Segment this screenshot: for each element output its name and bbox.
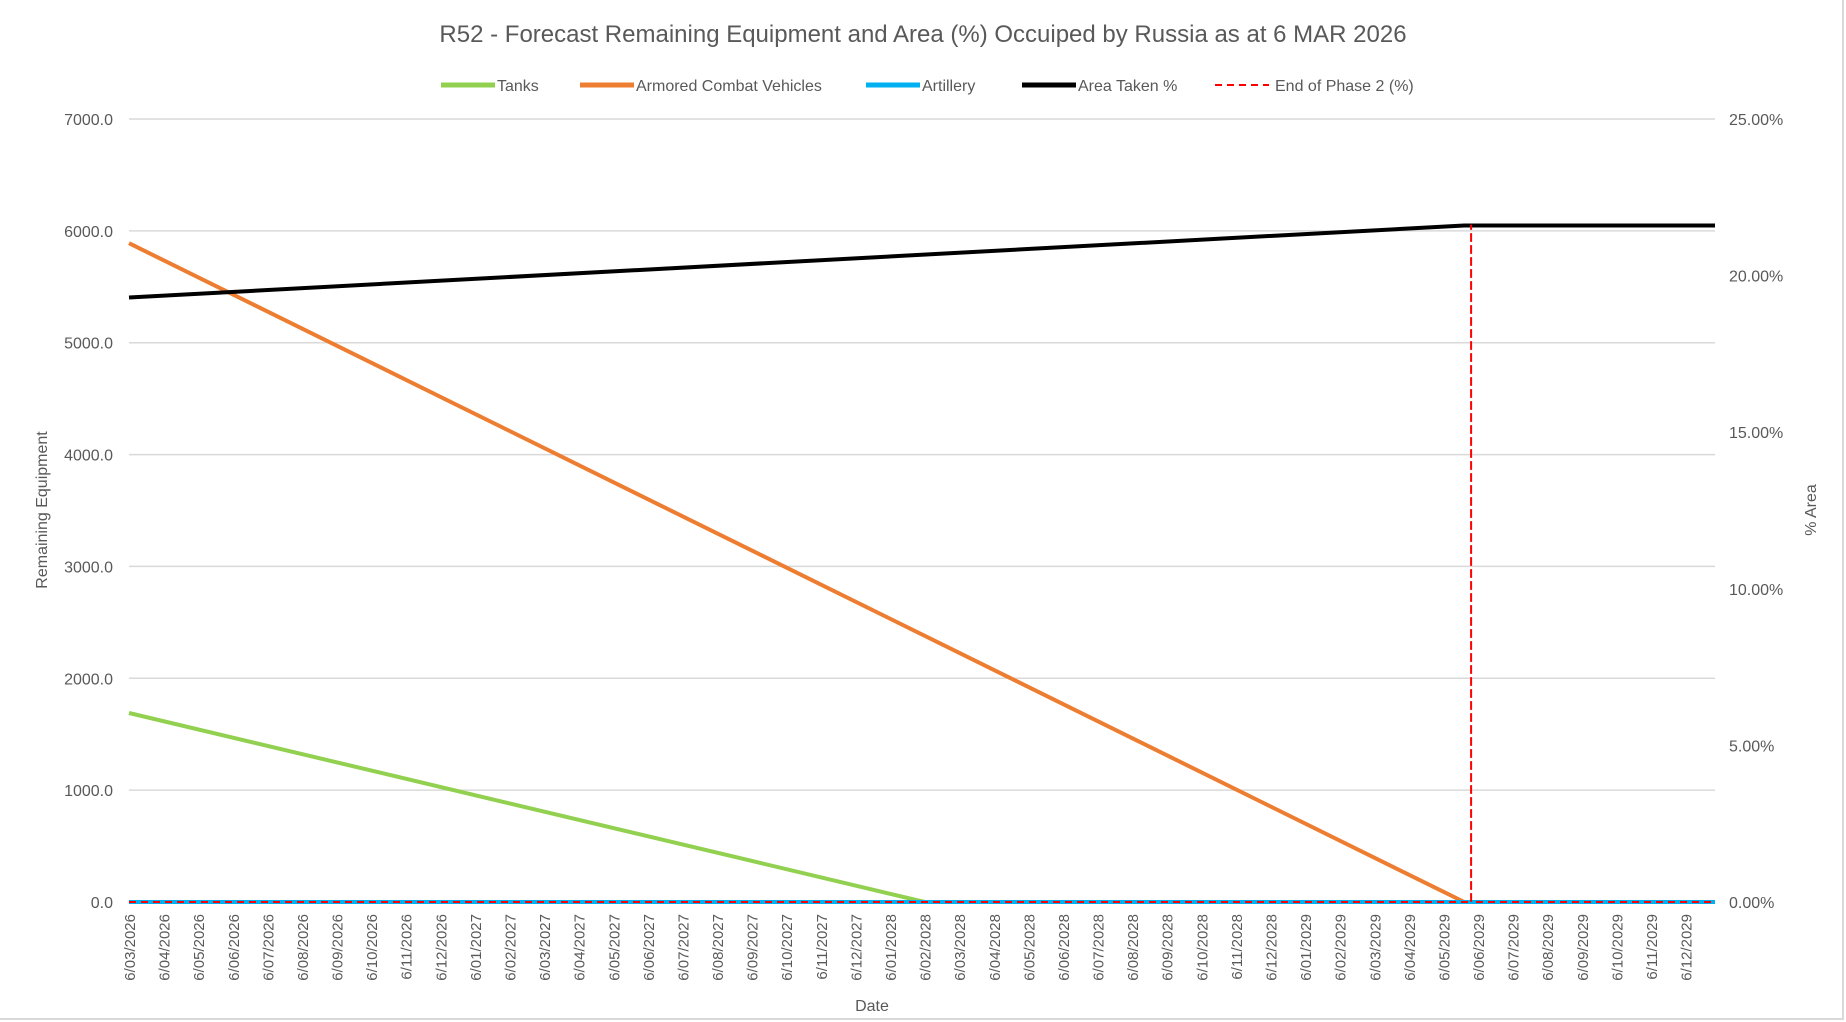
x-tick-label: 6/04/2026 [157, 914, 174, 981]
y2-tick-label: 5.00% [1729, 738, 1774, 755]
chart-title: R52 - Forecast Remaining Equipment and A… [439, 21, 1406, 48]
x-tick-label: 6/06/2028 [1056, 914, 1073, 981]
y-tick-label: 6000.0 [64, 224, 113, 241]
x-tick-label: 6/08/2029 [1540, 914, 1557, 981]
x-tick-label: 6/10/2029 [1609, 914, 1626, 981]
y-tick-label: 0.0 [91, 895, 113, 912]
x-tick-label: 6/05/2028 [1021, 914, 1038, 981]
x-tick-label: 6/11/2026 [399, 914, 416, 980]
x-tick-label: 6/02/2028 [918, 914, 935, 981]
x-tick-label: 6/04/2027 [572, 914, 589, 981]
y-tick-label: 1000.0 [64, 783, 113, 800]
x-axis-ticks: 6/03/2026 6/04/2026 6/05/2026 6/06/2026 6/07… [122, 914, 1696, 981]
series-line-tanks [128, 711, 1715, 904]
x-tick-label: 6/03/2027 [537, 914, 554, 981]
left-axis-ticks: 0.0 1000.0 2000.0 3000.0 4000.0 5000.0 6000.0 7… [64, 112, 113, 912]
x-tick-label: 6/09/2028 [1160, 914, 1177, 981]
x-tick-label: 6/03/2029 [1367, 914, 1384, 981]
x-tick-label: 6/03/2028 [952, 914, 969, 981]
y2-tick-label: 25.00% [1729, 112, 1783, 129]
legend: Tanks Armored Combat Vehicles Artillery Are… [441, 78, 1414, 95]
x-tick-label: 6/03/2026 [122, 914, 139, 981]
x-tick-label: 6/09/2029 [1575, 914, 1592, 981]
x-tick-label: 6/12/2029 [1679, 914, 1696, 981]
x-tick-label: 6/06/2027 [641, 914, 658, 981]
x-tick-label: 6/10/2028 [1194, 914, 1211, 981]
x-tick-label: 6/08/2027 [710, 914, 727, 981]
gridlines [129, 118, 1715, 903]
x-tick-label: 6/11/2029 [1644, 914, 1661, 980]
x-tick-label: 6/07/2026 [260, 914, 277, 981]
x-tick-label: 6/07/2028 [1091, 914, 1108, 981]
legend-label: Tanks [497, 78, 539, 95]
x-axis-label: Date [855, 998, 889, 1015]
x-tick-label: 6/08/2028 [1125, 914, 1142, 981]
x-tick-label: 6/05/2027 [606, 914, 623, 981]
right-axis-ticks: 0.00% 5.00% 10.00% 15.00% 20.00% 25.00% [1729, 112, 1783, 912]
x-tick-label: 6/09/2027 [745, 914, 762, 981]
x-tick-label: 6/04/2029 [1402, 914, 1419, 981]
y2-tick-label: 20.00% [1729, 269, 1783, 286]
x-tick-label: 6/11/2028 [1229, 914, 1246, 980]
y2-tick-label: 0.00% [1729, 895, 1774, 912]
x-tick-label: 6/10/2026 [364, 914, 381, 981]
y2-axis-label: % Area [1803, 484, 1820, 536]
x-tick-label: 6/08/2026 [295, 914, 312, 981]
x-tick-label: 6/02/2027 [503, 914, 520, 981]
x-tick-label: 6/02/2029 [1333, 914, 1350, 981]
x-tick-label: 6/12/2026 [433, 914, 450, 981]
x-tick-label: 6/10/2027 [779, 914, 796, 981]
x-tick-label: 6/07/2027 [675, 914, 692, 981]
x-tick-label: 6/01/2028 [883, 914, 900, 981]
y-tick-label: 2000.0 [64, 671, 113, 688]
x-tick-label: 6/04/2028 [987, 914, 1004, 981]
x-tick-label: 6/09/2026 [330, 914, 347, 981]
x-tick-label: 6/06/2029 [1471, 914, 1488, 981]
legend-label: Armored Combat Vehicles [636, 78, 822, 95]
x-tick-label: 6/12/2027 [848, 914, 865, 981]
x-tick-label: 6/01/2027 [468, 914, 485, 981]
legend-label: End of Phase 2 (%) [1275, 78, 1414, 95]
y-axis-label: Remaining Equipment [34, 431, 51, 589]
x-tick-label: 6/05/2029 [1436, 914, 1453, 981]
y-tick-label: 5000.0 [64, 336, 113, 353]
series-line-end-of-phase-2- [129, 224, 1715, 903]
x-tick-label: 6/07/2029 [1506, 914, 1523, 981]
y2-tick-label: 15.00% [1729, 425, 1783, 442]
x-tick-label: 6/01/2029 [1298, 914, 1315, 981]
legend-label: Artillery [922, 78, 975, 95]
series-lines [128, 223, 1715, 904]
series-line-area-taken- [128, 223, 1715, 300]
y-tick-label: 7000.0 [64, 112, 113, 129]
y-tick-label: 4000.0 [64, 448, 113, 465]
x-tick-label: 6/05/2026 [191, 914, 208, 981]
x-tick-label: 6/12/2028 [1264, 914, 1281, 981]
y-tick-label: 3000.0 [64, 559, 113, 576]
legend-label: Area Taken % [1078, 78, 1177, 95]
x-tick-label: 6/06/2026 [226, 914, 243, 981]
y2-tick-label: 10.00% [1729, 582, 1783, 599]
x-tick-label: 6/11/2027 [814, 914, 831, 980]
